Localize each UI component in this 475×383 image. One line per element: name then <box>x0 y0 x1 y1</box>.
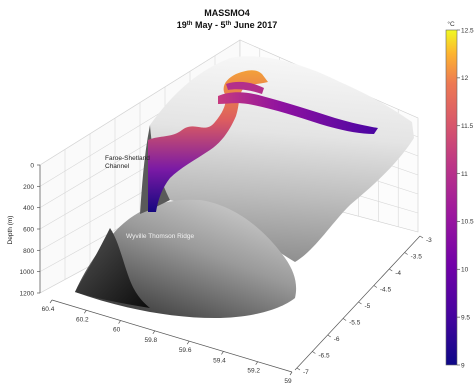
y-tick-label: -4.5 <box>380 287 392 294</box>
z-tick-label: 1200 <box>20 291 35 298</box>
colorbar-tick-label: 10 <box>461 267 469 274</box>
y-tick-mark <box>419 235 424 239</box>
y-tick-label: -6.5 <box>318 353 330 360</box>
x-tick-mark <box>221 351 224 355</box>
y-tick-mark <box>327 334 331 338</box>
x-tick-label: 59.8 <box>145 337 158 344</box>
colorbar-tick-label: 11.5 <box>461 123 474 130</box>
annotation-channel-line2: Channel <box>105 163 130 170</box>
z-tick-label: 0 <box>30 163 34 170</box>
x-axis-line <box>51 299 293 373</box>
y-tick-mark <box>373 285 378 288</box>
colorbar-tick-label: 12.5 <box>461 27 474 34</box>
colorbar: °C 9 9.5 10 10.5 11 11.5 12 12.5 <box>445 20 474 369</box>
z-tick-label: 400 <box>23 205 34 212</box>
y-axis-line <box>294 235 421 371</box>
y-tick-label: -7 <box>303 369 309 376</box>
x-tick-mark <box>255 361 259 365</box>
seafloor-surface <box>75 56 414 318</box>
x-tick-label: 59.6 <box>179 347 192 354</box>
y-tick-mark <box>312 351 316 354</box>
x-tick-mark <box>118 320 121 324</box>
x-tick-label: 59.2 <box>247 368 260 375</box>
z-axis-label: Depth (m) <box>7 216 14 245</box>
colorbar-tick-label: 9 <box>461 362 465 369</box>
colorbar-tick-label: 11 <box>461 171 468 178</box>
x-tick-label: 59.4 <box>213 357 226 364</box>
y-tick-label: -4 <box>395 270 401 277</box>
glider-temperature-track <box>148 70 378 212</box>
x-tick-label: 59 <box>284 378 292 383</box>
y-tick-label: -3 <box>426 237 432 244</box>
y-tick-mark <box>389 268 393 272</box>
z-tick-label: 600 <box>23 227 34 234</box>
chart-title: MASSMO4 <box>204 8 250 18</box>
x-tick-mark <box>83 310 87 314</box>
chart-subtitle: 19th May - 5th June 2017 <box>177 20 277 30</box>
y-tick-label: -5 <box>365 303 371 310</box>
z-tick-label: 200 <box>23 184 34 191</box>
annotation-ridge: Wyville Thomson Ridge <box>126 233 194 240</box>
annotation-channel-line1: Faroe-Shetland <box>105 155 150 162</box>
y-tick-label: -3.5 <box>411 254 423 261</box>
x-tick-mark <box>289 371 293 376</box>
z-tick-label: 1000 <box>20 269 35 276</box>
x-tick-label: 60 <box>113 327 121 334</box>
y-tick-mark <box>404 252 408 255</box>
x-tick-mark <box>49 299 53 304</box>
x-tick-label: 60.2 <box>76 316 89 323</box>
colorbar-gradient <box>445 29 458 366</box>
colorbar-tick-label: 10.5 <box>461 219 474 226</box>
y-tick-mark <box>342 318 347 321</box>
y-tick-mark <box>358 301 362 305</box>
x-tick-label: 60.4 <box>42 306 55 313</box>
x-tick-mark <box>152 330 156 335</box>
y-tick-label: -6 <box>334 336 340 343</box>
z-tick-label: 800 <box>23 248 34 255</box>
x-tick-mark <box>186 340 190 345</box>
y-tick-mark <box>296 367 301 371</box>
colorbar-tick-label: 9.5 <box>461 314 470 321</box>
y-tick-label: -5.5 <box>349 320 361 327</box>
colorbar-tick-label: 12 <box>461 75 469 82</box>
colorbar-label: °C <box>447 20 455 28</box>
